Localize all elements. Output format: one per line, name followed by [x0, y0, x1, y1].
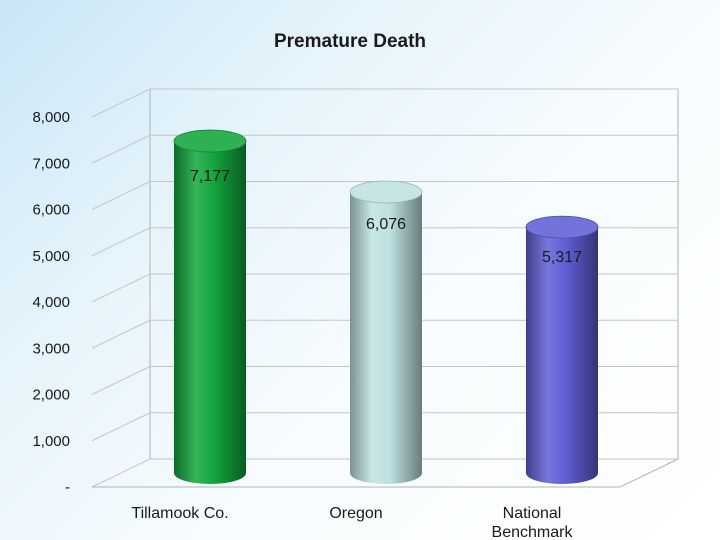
gridline	[91, 227, 678, 257]
data-label: 6,076	[366, 216, 406, 233]
gridline	[91, 273, 678, 303]
y-tick-label: 5,000	[32, 248, 70, 265]
bar-body	[350, 191, 422, 485]
gridline	[91, 412, 678, 442]
gridline	[91, 181, 678, 210]
bar-top	[525, 215, 599, 239]
bar-body	[174, 141, 246, 484]
bar-body	[526, 227, 598, 484]
data-label: 5,317	[542, 249, 582, 266]
gridline	[91, 366, 678, 395]
y-tick-label: 1,000	[32, 433, 70, 450]
y-tick-label: 6,000	[32, 202, 70, 219]
bar-1: 7,177	[173, 129, 247, 484]
chart-title: Premature Death	[274, 31, 426, 52]
y-tick-label: 4,000	[32, 294, 70, 311]
x-axis: Tillamook Co. Oregon National Benchmark	[131, 505, 573, 540]
y-tick-label: -	[65, 479, 70, 496]
bar-3: 5,317	[525, 215, 599, 484]
y-tick-label: 7,000	[32, 155, 70, 172]
x-tick-label: Oregon	[329, 505, 382, 522]
bars: 7,177 6,076 5,317	[173, 129, 599, 485]
bar-2: 6,076	[349, 180, 423, 485]
data-label: 7,177	[190, 168, 230, 185]
gridline	[91, 134, 678, 164]
x-tick-label: Tillamook Co.	[131, 505, 228, 522]
y-tick-label: 3,000	[32, 340, 70, 357]
bar-top	[173, 129, 247, 153]
y-tick-label: 8,000	[32, 109, 70, 126]
floor-edge	[92, 458, 679, 488]
x-tick-label: National Benchmark	[492, 505, 574, 540]
gridline	[91, 319, 678, 349]
y-axis: - 1,000 2,000 3,000 4,000 5,000 6,000 7,000 8,00…	[32, 109, 70, 496]
y-tick-label: 2,000	[32, 387, 70, 404]
bar-top	[349, 180, 423, 204]
gridline	[91, 458, 678, 488]
gridline	[91, 88, 678, 118]
